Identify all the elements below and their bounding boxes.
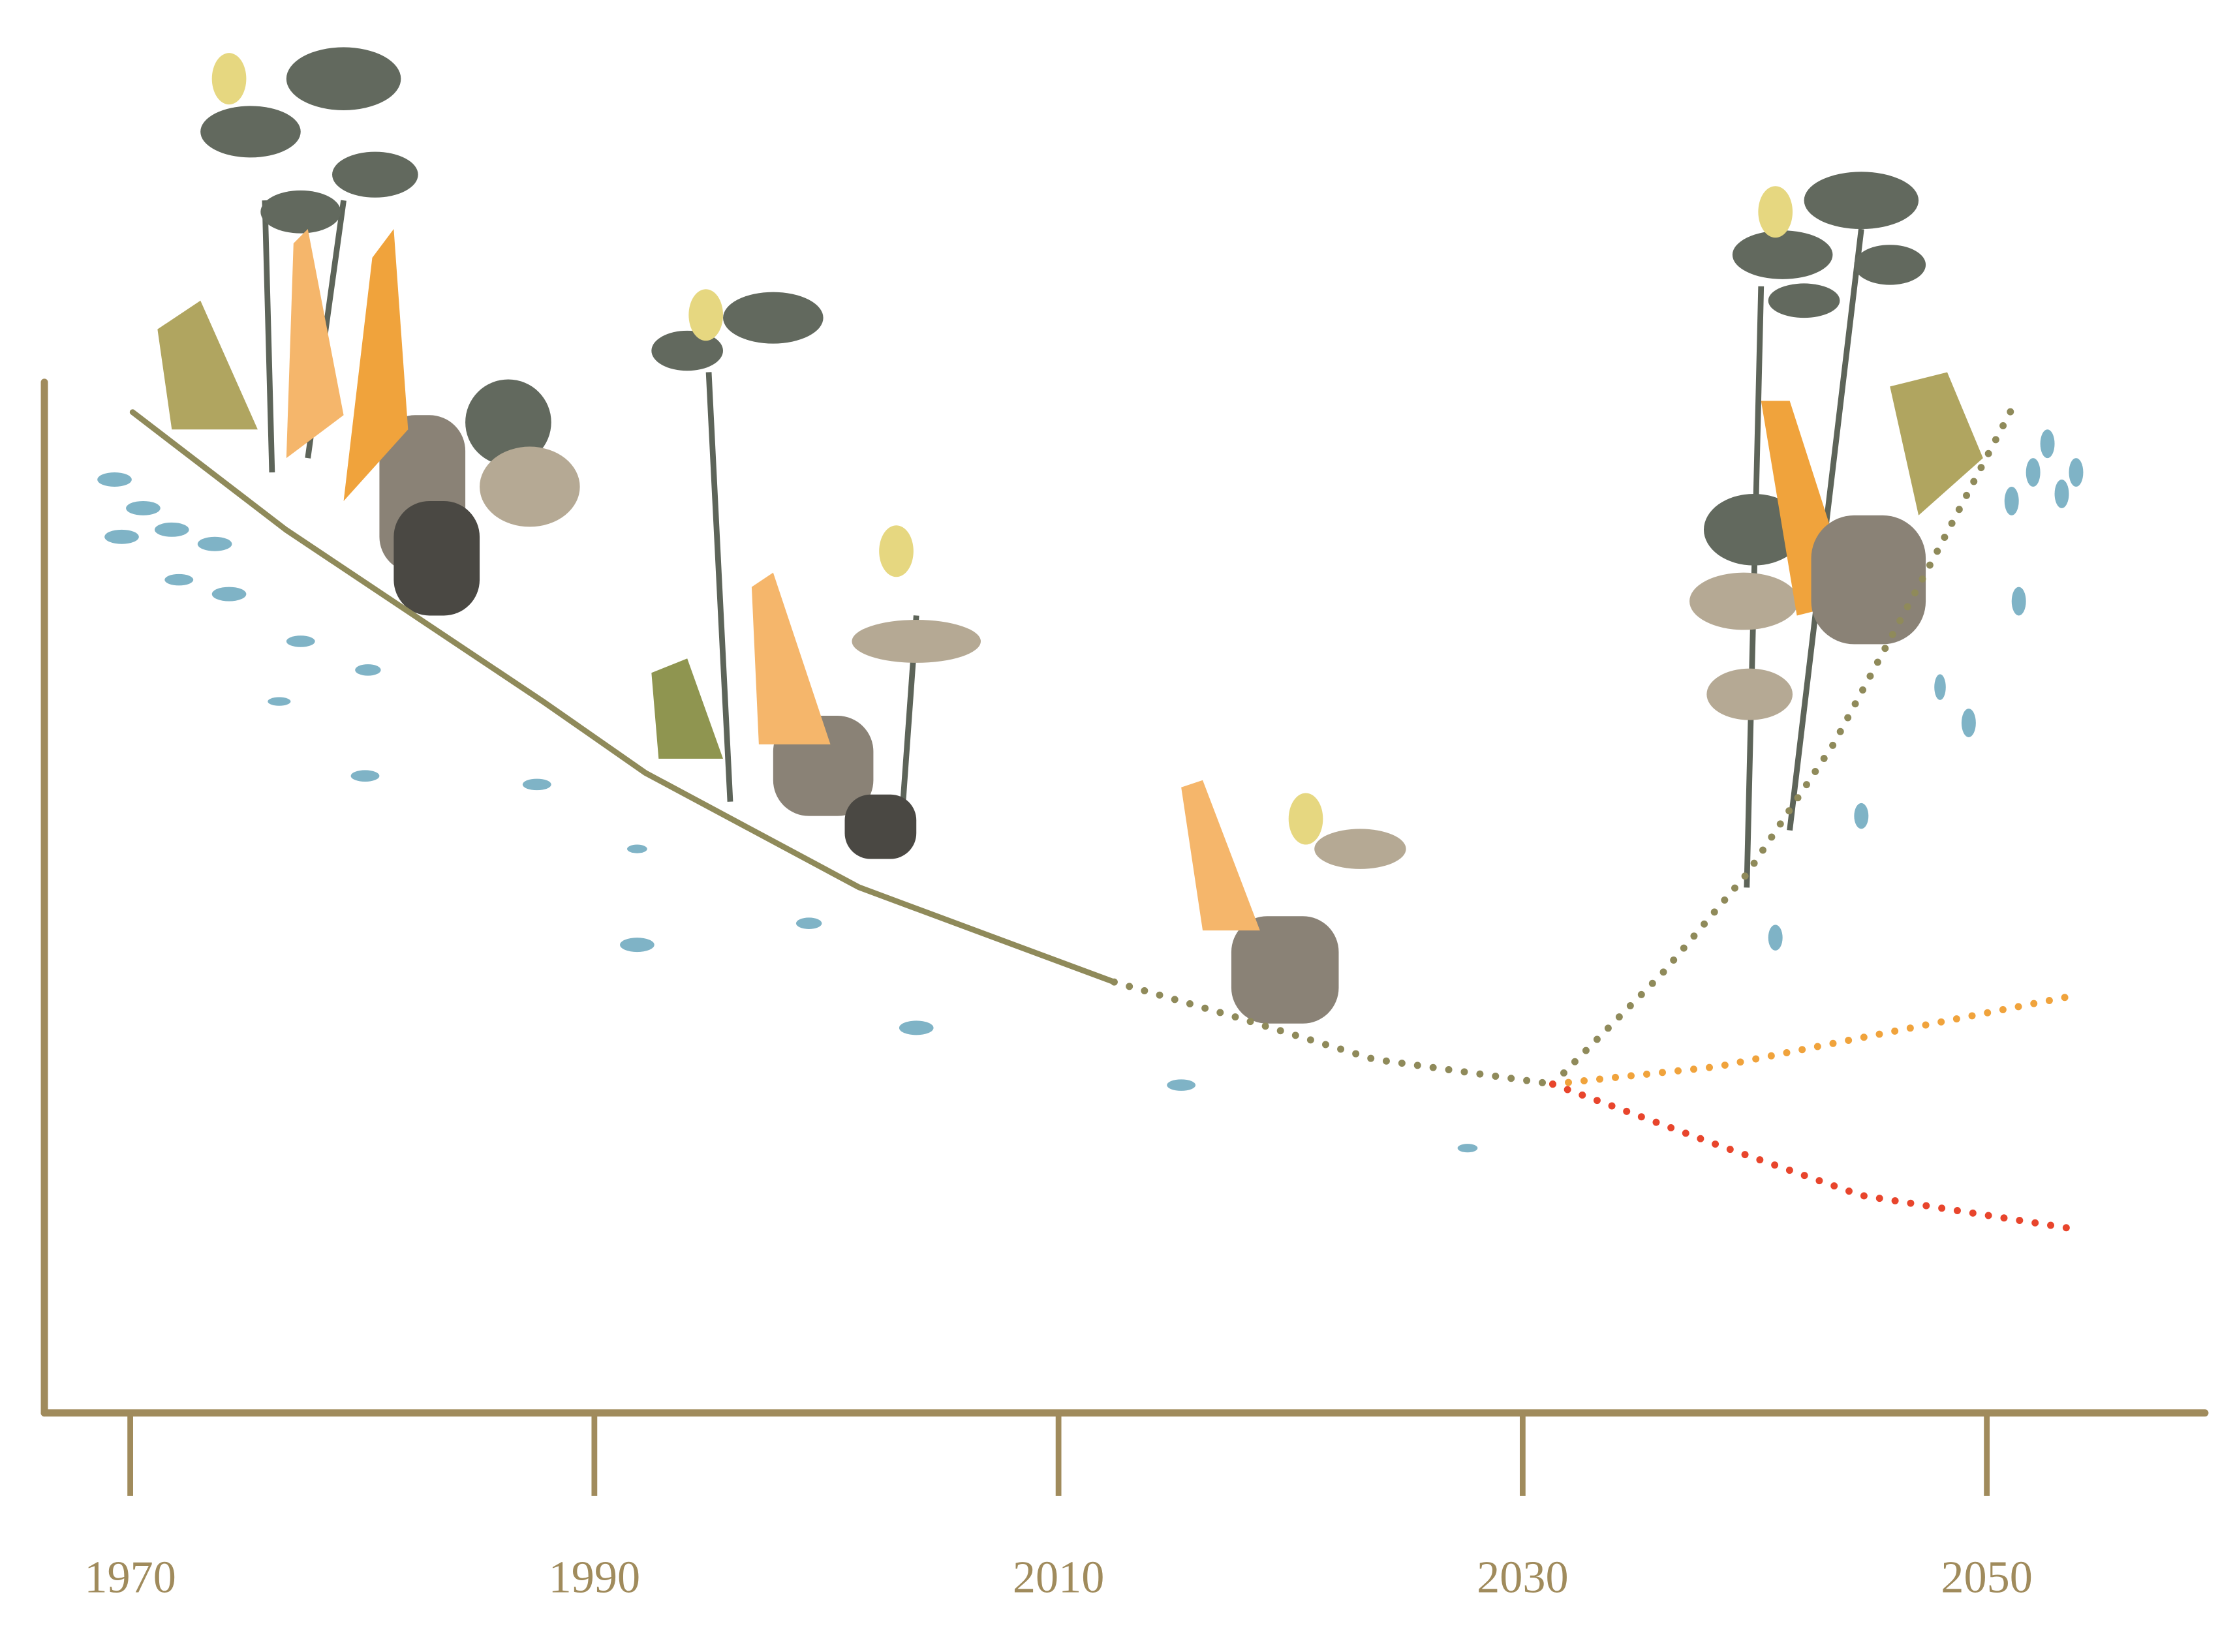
x-tick-label: 1970 — [84, 1552, 176, 1603]
plot — [129, 404, 2084, 1232]
x-tick-label: 1990 — [549, 1552, 640, 1603]
dotted-line — [1549, 1080, 2074, 1232]
decoration — [97, 47, 2084, 1153]
dotted-line — [1549, 990, 2084, 1088]
tree-trunks — [262, 200, 1864, 888]
dotted-line — [1549, 404, 2016, 1088]
axes: 1970 1990 2010 2030 2050 — [40, 378, 2209, 1603]
fish-school — [97, 429, 2084, 1153]
x-tick-label: 2010 — [1013, 1552, 1104, 1603]
animals — [157, 53, 1983, 1024]
tree-crowns-light — [480, 446, 1798, 869]
x-tick-label: 2030 — [1477, 1552, 1568, 1603]
line — [129, 409, 1117, 985]
dotted-line — [1110, 978, 1556, 1088]
tree-crowns — [200, 47, 1926, 566]
x-tick-label: 2050 — [1941, 1552, 2032, 1603]
